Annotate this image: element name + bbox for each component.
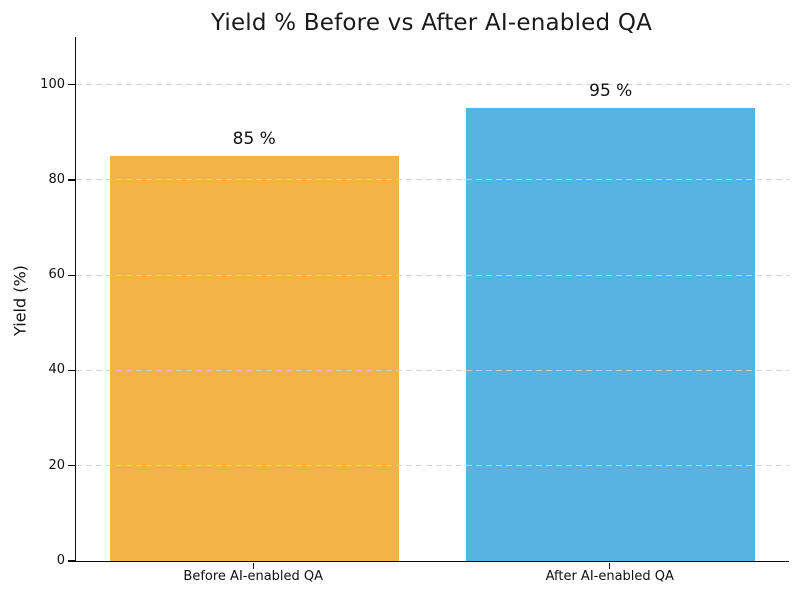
gridline-y20 [76,465,789,467]
y-tick-mark-40 [68,369,75,372]
y-tick-mark-0 [68,560,75,562]
x-tick-label-1: After AI-enabled QA [545,569,674,584]
x-tick-label-0: Before AI-enabled QA [183,569,324,584]
y-tick-label-60: 60 [48,267,65,283]
gridline-y60 [76,274,789,276]
y-tick-mark-100 [68,83,75,86]
y-tick-label-20: 20 [48,457,65,473]
chart-title: Yield % Before vs After AI-enabled QA [210,10,653,36]
gridline-y80 [76,179,789,181]
y-axis-label: Yield (%) [10,265,30,336]
gridline-y100 [76,84,789,86]
bar-value-label-1: 95 % [589,81,633,102]
y-tick-mark-80 [68,179,75,181]
y-tick-label-100: 100 [40,76,65,92]
y-tick-label-40: 40 [48,362,65,378]
y-tick-label-0: 0 [56,553,65,568]
y-tick-label-80: 80 [48,171,65,187]
y-tick-mark-60 [68,274,75,276]
bar-1 [466,108,756,561]
x-tick-mark-1 [609,563,611,569]
gridline-y40 [76,369,789,371]
plot-area: 85 % 95 % [75,37,789,562]
bar-value-label-0: 85 % [232,129,276,150]
y-tick-mark-20 [68,465,75,467]
bar-0 [109,156,399,561]
x-tick-mark-0 [252,563,254,569]
